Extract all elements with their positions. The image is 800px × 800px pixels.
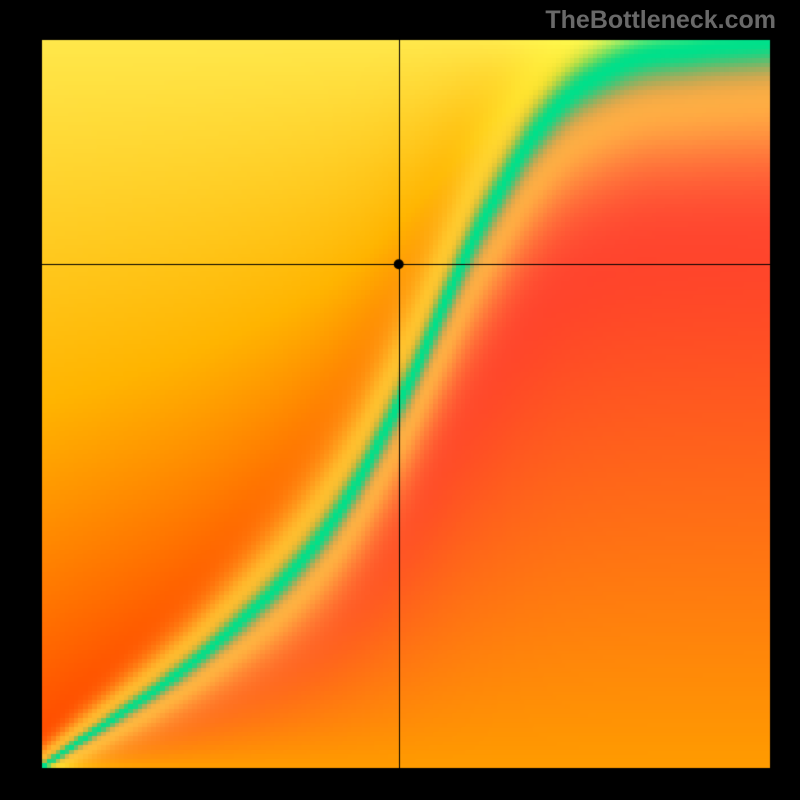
watermark-text: TheBottleneck.com: [545, 6, 776, 35]
bottleneck-heatmap-canvas: [0, 0, 800, 800]
